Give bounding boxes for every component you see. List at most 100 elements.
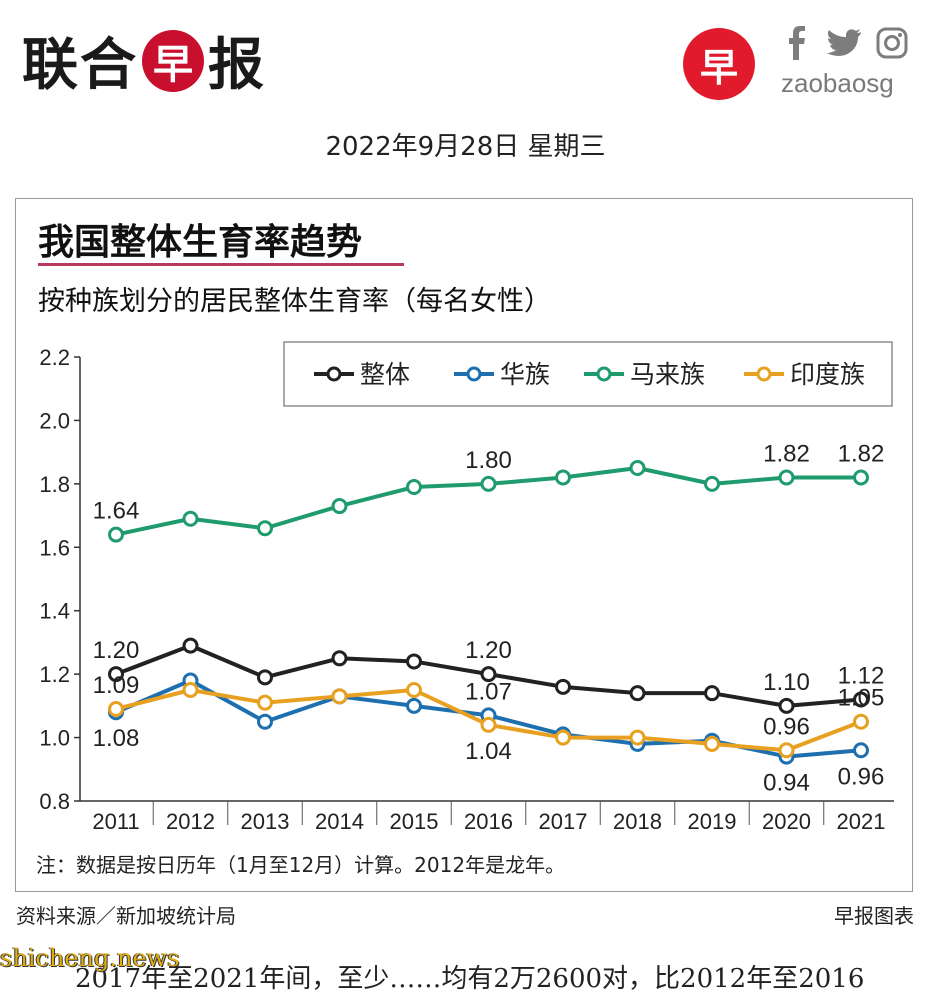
data-point xyxy=(406,682,422,698)
zaobao-app-icon[interactable]: 早 xyxy=(683,28,755,100)
data-point xyxy=(331,498,348,515)
data-point xyxy=(257,669,273,686)
data-label: 0.96 xyxy=(763,713,810,740)
x-tick-label: 2014 xyxy=(315,809,364,834)
y-tick-label: 1.4 xyxy=(39,599,70,624)
chart-title: 我国整体生育率趋势 xyxy=(38,222,363,263)
data-label: 1.64 xyxy=(93,498,140,525)
data-point xyxy=(182,637,199,654)
masthead: 联 合 早 报 早 zaobaosg xyxy=(0,0,931,120)
chart-note: 注：数据是按日历年（1月至12月）计算。2012年是龙年。 xyxy=(36,853,566,877)
x-tick-label: 2021 xyxy=(837,809,886,834)
data-label: 1.20 xyxy=(93,637,140,664)
brand-char-4: 报 xyxy=(208,32,266,98)
legend-swatch-marker xyxy=(596,366,612,382)
y-tick-label: 1.2 xyxy=(39,662,70,687)
data-point xyxy=(480,716,497,733)
data-point xyxy=(555,678,571,695)
legend-label: 马来族 xyxy=(630,360,705,389)
x-tick-label: 2019 xyxy=(688,809,737,834)
y-tick-label: 1.0 xyxy=(39,726,70,751)
watermark: shicheng.news xyxy=(0,944,180,972)
data-point xyxy=(108,666,124,683)
data-point xyxy=(853,691,869,708)
title-underline xyxy=(38,263,404,266)
legend-swatch-marker xyxy=(756,366,772,382)
legend-swatch-marker xyxy=(466,366,482,382)
y-tick-label: 1.6 xyxy=(39,535,70,560)
data-point xyxy=(182,510,199,527)
x-tick-label: 2018 xyxy=(613,809,662,834)
legend-swatch-marker xyxy=(326,366,342,382)
data-label: 0.96 xyxy=(838,763,885,790)
line-chart: 0.8 1.0 1.2 1.4 1.6 1.8 2.0 2.2 2011 2012 2013 2014… xyxy=(39,341,894,834)
data-point xyxy=(778,697,795,714)
social-icons xyxy=(779,26,909,60)
data-point xyxy=(257,694,273,711)
data-point xyxy=(853,469,869,486)
data-point xyxy=(480,475,497,492)
data-point xyxy=(629,685,646,702)
data-point xyxy=(704,475,720,492)
legend-label: 印度族 xyxy=(790,360,865,389)
x-tick-label: 2012 xyxy=(166,809,215,834)
facebook-icon[interactable] xyxy=(779,26,813,60)
brand-logo[interactable]: 联 合 早 报 xyxy=(22,20,266,101)
data-label: 0.94 xyxy=(763,770,810,797)
data-point xyxy=(108,701,124,718)
source-text: 资料来源／新加坡统计局 xyxy=(16,904,236,928)
x-tick-label: 2015 xyxy=(390,809,439,834)
article-body-fragment: 2017年至2021年间，至少……均有2万2600对，比2012年至2016 xyxy=(75,964,865,994)
y-tick-label: 2.2 xyxy=(39,345,70,370)
credit-text: 早报图表 xyxy=(834,904,914,928)
data-point xyxy=(778,742,795,759)
data-label: 1.10 xyxy=(763,669,810,696)
brand-char-1: 联 xyxy=(22,32,80,98)
data-label: 1.05 xyxy=(838,685,885,712)
data-label: 1.09 xyxy=(93,672,140,699)
y-tick-label: 2.0 xyxy=(39,408,70,433)
data-point xyxy=(331,650,348,667)
legend-box xyxy=(283,341,893,407)
data-point xyxy=(853,713,869,730)
chart-panel: 我国整体生育率趋势 按种族划分的居民整体生育率（每名女性） 0.8 1.0 1.2 1… xyxy=(15,198,913,892)
data-point xyxy=(406,697,422,714)
x-tick-label: 2016 xyxy=(464,809,513,834)
data-point xyxy=(406,479,422,496)
data-point xyxy=(331,688,348,705)
legend-label: 整体 xyxy=(360,360,410,389)
data-point xyxy=(704,685,720,702)
brand-seal: 早 xyxy=(142,29,204,92)
data-point xyxy=(555,729,571,746)
data-point xyxy=(704,735,720,752)
chart-subtitle: 按种族划分的居民整体生育率（每名女性） xyxy=(38,286,551,317)
data-point xyxy=(406,653,422,670)
data-point xyxy=(778,469,795,486)
data-point xyxy=(629,729,646,746)
data-label: 1.07 xyxy=(465,678,512,705)
data-label: 1.82 xyxy=(838,441,885,468)
data-label: 1.80 xyxy=(465,447,512,474)
data-point xyxy=(108,526,124,543)
x-tick-label: 2013 xyxy=(241,809,290,834)
data-label: 1.04 xyxy=(465,738,512,765)
data-point xyxy=(853,742,869,759)
legend-label: 华族 xyxy=(500,360,550,389)
data-label: 1.12 xyxy=(838,663,885,690)
data-point xyxy=(555,469,571,486)
twitter-icon[interactable] xyxy=(827,26,861,60)
data-point xyxy=(182,682,199,698)
y-tick-label: 1.8 xyxy=(39,472,70,497)
data-label: 1.82 xyxy=(763,441,810,468)
x-tick-label: 2020 xyxy=(762,809,811,834)
instagram-icon[interactable] xyxy=(875,26,909,60)
data-point xyxy=(480,666,497,683)
social-block: 早 zaobaosg xyxy=(683,24,913,104)
data-point xyxy=(257,713,273,730)
data-point xyxy=(629,460,646,476)
data-point xyxy=(257,520,273,537)
x-tick-label: 2017 xyxy=(539,809,588,834)
x-tick-label: 2011 xyxy=(92,809,139,834)
social-handle[interactable]: zaobaosg xyxy=(781,68,894,98)
dateline: 2022年9月28日 星期三 xyxy=(325,132,606,162)
